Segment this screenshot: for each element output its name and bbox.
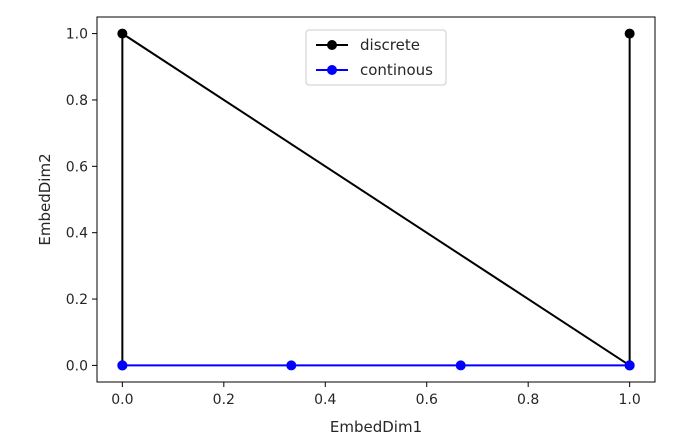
y-tick-label: 0.8	[66, 93, 88, 109]
legend-label-continous: continous	[360, 61, 433, 79]
series-point-continous	[286, 360, 297, 371]
y-tick-label: 1.0	[66, 27, 88, 43]
x-tick-label: 0.4	[314, 392, 336, 408]
x-tick-label: 0.0	[111, 392, 133, 408]
legend: discrete continous	[305, 29, 447, 86]
y-tick-label: 0.2	[66, 292, 88, 308]
x-axis-label: EmbedDim1	[330, 418, 422, 436]
y-tick-label: 0.4	[66, 226, 88, 242]
series-point-continous	[117, 360, 128, 371]
series-point-discrete	[624, 28, 635, 39]
y-axis-ticks: 0.0 0.2 0.4 0.6 0.8 1.0	[66, 27, 97, 374]
legend-box	[305, 29, 447, 86]
series-point-continous	[624, 360, 635, 371]
x-tick-label: 0.2	[213, 392, 235, 408]
legend-label-discrete: discrete	[360, 36, 420, 54]
legend-marker-continous	[327, 65, 337, 75]
x-axis-ticks: 0.0 0.2 0.4 0.6 0.8 1.0	[111, 382, 641, 408]
series-layer	[117, 28, 635, 371]
y-tick-label: 0.0	[66, 358, 88, 374]
series-point-discrete	[117, 28, 128, 39]
y-axis-label: EmbedDim2	[36, 153, 54, 245]
legend-marker-discrete	[327, 40, 337, 50]
series-point-continous	[455, 360, 466, 371]
x-tick-label: 0.6	[416, 392, 438, 408]
y-tick-label: 0.6	[66, 159, 88, 175]
x-tick-label: 0.8	[517, 392, 539, 408]
plot-frame	[96, 16, 656, 383]
x-tick-label: 1.0	[619, 392, 641, 408]
series-line-discrete	[121, 31, 631, 368]
